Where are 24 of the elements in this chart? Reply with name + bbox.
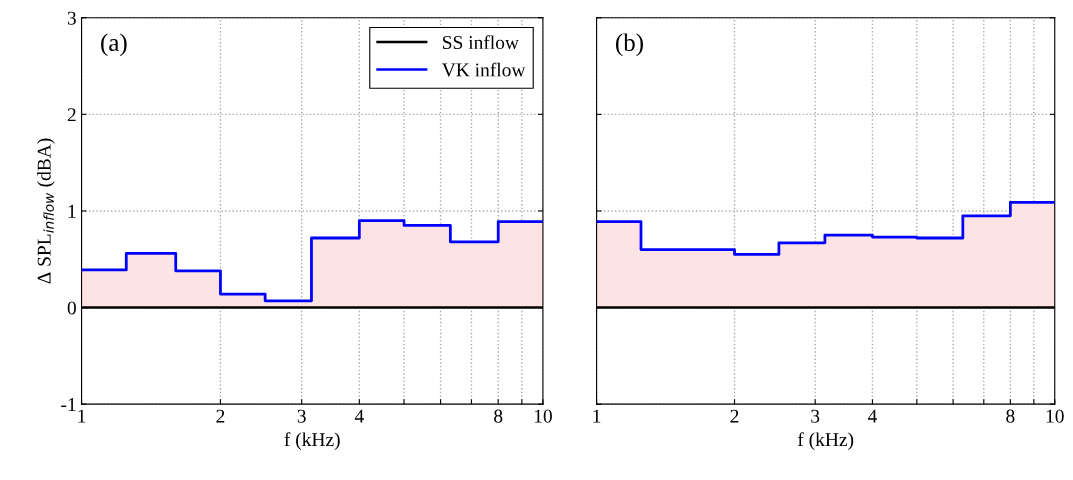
x-tick-label: 3 xyxy=(297,409,306,423)
x-tick-label: 10 xyxy=(1046,409,1064,423)
x-tick-label: 10 xyxy=(534,409,552,423)
x-tick-label: 1 xyxy=(78,409,86,423)
legend-label: VK inflow xyxy=(441,62,526,77)
x-tick-label: 4 xyxy=(354,409,364,423)
y-tick-label: 2 xyxy=(67,108,76,122)
x-tick-label: 2 xyxy=(216,409,225,423)
x-tick-label: 1 xyxy=(593,409,601,423)
x-tick-label: 3 xyxy=(811,409,820,423)
x-tick-label: 8 xyxy=(1006,409,1015,423)
y-tick-label: 0 xyxy=(67,301,76,315)
legend-label: SS inflow xyxy=(443,35,519,50)
y-tick-label: 1 xyxy=(68,204,76,218)
x-tick-label: 8 xyxy=(494,409,503,423)
y-tick-label: 3 xyxy=(67,11,76,25)
y-axis-title: Δ SPL$_{inflow}$ (dBA) xyxy=(37,138,55,284)
x-axis-title: f (kHz) xyxy=(797,432,854,451)
annotation: (a) xyxy=(101,33,127,57)
x-tick-label: 2 xyxy=(730,409,739,423)
x-tick-label: 4 xyxy=(867,409,877,423)
annotation: (b) xyxy=(616,33,643,57)
x-axis-title: f (kHz) xyxy=(284,432,340,451)
y-tick-label: -1 xyxy=(61,398,76,411)
